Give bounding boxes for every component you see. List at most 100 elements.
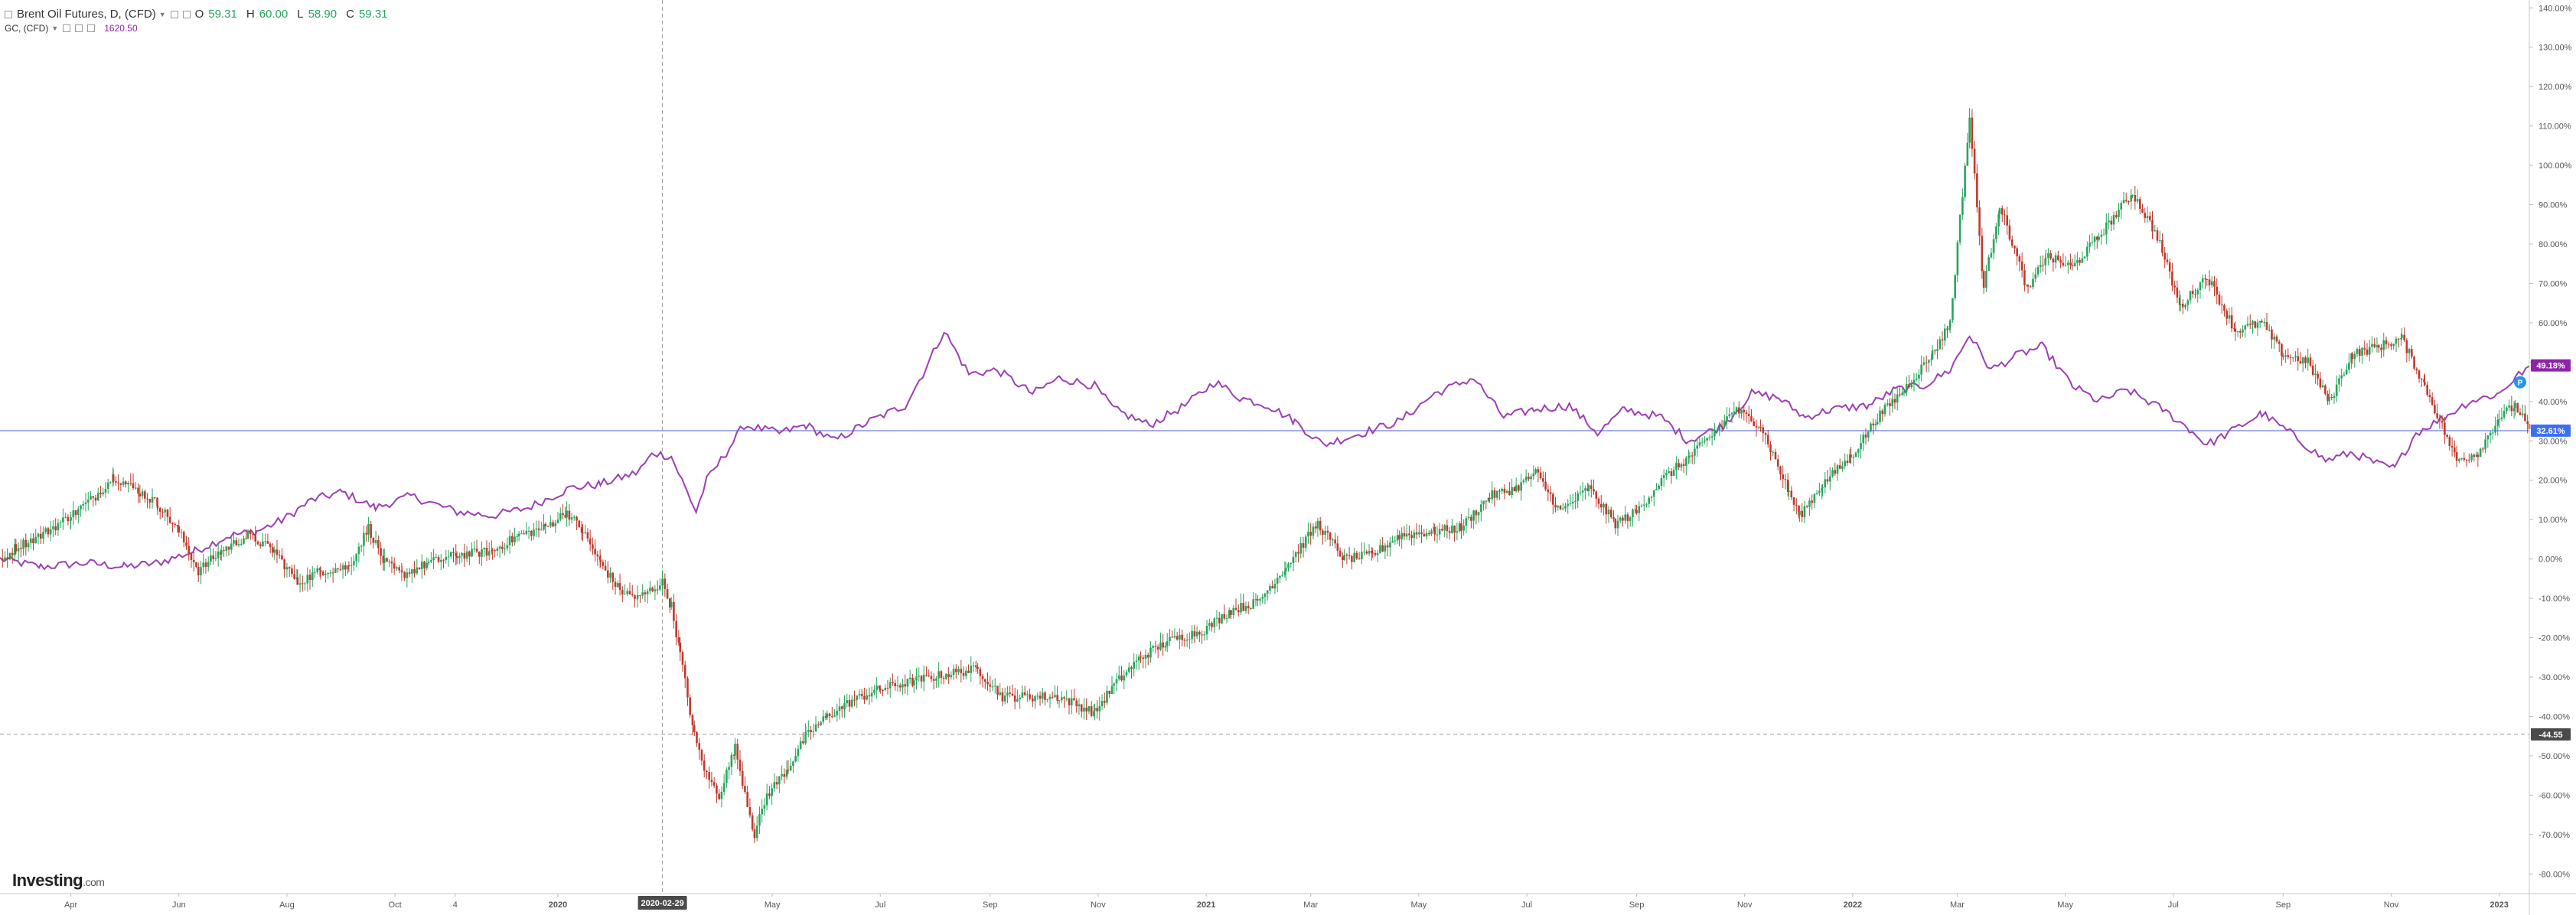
candle-body: [1456, 531, 1459, 533]
candle-body: [2345, 370, 2348, 375]
candle-body: [416, 567, 419, 574]
candle-body: [2387, 344, 2390, 345]
candle-body: [192, 559, 195, 562]
candle-body: [212, 555, 214, 559]
hide-icon[interactable]: [182, 11, 191, 18]
chevron-down-icon[interactable]: ▼: [158, 11, 166, 18]
candle-body: [1943, 328, 1946, 341]
candle-body: [1948, 320, 1952, 327]
candle-body: [1133, 661, 1135, 669]
candle-body: [1374, 552, 1377, 555]
candle-body: [1384, 545, 1387, 552]
candle-body: [1718, 425, 1721, 431]
candle-body: [1870, 423, 1872, 431]
gc-last-badge-bg: [2531, 359, 2571, 372]
candle-body: [2008, 225, 2011, 240]
candle-body: [940, 671, 943, 679]
candle-body: [178, 526, 181, 532]
candle-body: [1670, 471, 1673, 476]
candle-body: [525, 531, 528, 535]
compare-series-legend[interactable]: GC, (CFD) ▼ 1620.50: [5, 21, 393, 35]
y-tick-label: -50.00%: [2539, 752, 2570, 761]
candle-body: [1297, 552, 1299, 554]
candle-body: [1946, 328, 1948, 330]
candle-body: [463, 552, 466, 559]
remove-icon[interactable]: [87, 24, 96, 32]
candle-body: [386, 558, 388, 562]
candle-body: [1266, 590, 1269, 594]
candle-body: [318, 568, 321, 571]
candle-body: [1453, 525, 1456, 533]
candle-body: [594, 549, 596, 555]
candle-body: [17, 548, 20, 552]
candle-body: [1101, 701, 1104, 707]
candle-body: [1655, 488, 1658, 490]
candle-body: [2128, 201, 2130, 203]
candle-body: [915, 676, 918, 681]
collapse-icon[interactable]: [5, 11, 12, 18]
candle-body: [1403, 532, 1406, 537]
candle-body: [220, 550, 223, 555]
candle-body: [592, 544, 594, 549]
chevron-down-icon[interactable]: ▼: [51, 24, 59, 32]
main-series-legend[interactable]: Brent Oil Futures, D, (CFD) ▼ O 59.31 H 60…: [5, 6, 393, 23]
candle-body: [2392, 344, 2395, 347]
candle-body: [636, 594, 639, 598]
candle-body: [1019, 697, 1021, 700]
candle-body: [785, 770, 788, 777]
candle-body: [1691, 455, 1694, 457]
candle-body: [2470, 454, 2473, 461]
candle-body: [741, 770, 744, 786]
candle-body: [1912, 379, 1916, 385]
settings-icon[interactable]: [170, 11, 178, 18]
candle-body: [485, 547, 488, 556]
candle-body: [1302, 543, 1305, 548]
candle-body: [2006, 215, 2009, 226]
candle-body: [950, 675, 953, 678]
candle-body: [514, 536, 516, 542]
candle-body: [765, 793, 768, 806]
candle-body: [1889, 403, 1891, 406]
candle-body: [681, 652, 684, 665]
candle-body: [127, 483, 129, 485]
candle-body: [190, 553, 193, 560]
close-value: 59.31: [358, 8, 388, 21]
candle-body: [631, 594, 634, 596]
candle-body: [858, 694, 861, 696]
candle-body: [1195, 631, 1198, 637]
candle-body: [125, 481, 127, 485]
x-tick-label: 4: [453, 900, 458, 910]
x-tick-label: Apr: [64, 900, 77, 910]
candle-body: [77, 509, 80, 516]
settings-icon[interactable]: [63, 24, 71, 32]
candle-body: [104, 488, 107, 493]
candle-body: [1410, 535, 1413, 539]
candle-body: [930, 676, 933, 679]
candle-body: [607, 570, 609, 578]
candle-body: [898, 685, 902, 688]
candle-body: [1051, 696, 1054, 698]
candle-body: [1336, 543, 1339, 551]
candle-body: [1599, 503, 1603, 508]
candle-body: [1511, 487, 1513, 496]
candle-body: [2098, 236, 2100, 240]
candle-body: [129, 483, 132, 484]
candle-body: [2492, 432, 2494, 434]
candle-body: [1140, 656, 1142, 658]
candle-body: [283, 559, 285, 570]
candle-body: [1798, 510, 1801, 516]
candle-body: [2052, 259, 2055, 263]
candle-body: [1992, 239, 1995, 253]
candle-body: [582, 532, 584, 534]
hide-icon[interactable]: [75, 24, 83, 32]
candle-body: [501, 546, 504, 549]
candle-body: [942, 678, 945, 679]
candle-body: [1326, 530, 1329, 533]
candle-body: [1135, 660, 1138, 662]
low-value: 58.90: [308, 8, 337, 21]
candle-body: [293, 574, 295, 579]
candle-body: [2233, 328, 2235, 330]
candle-body: [850, 699, 853, 707]
candle-body: [1342, 556, 1344, 560]
